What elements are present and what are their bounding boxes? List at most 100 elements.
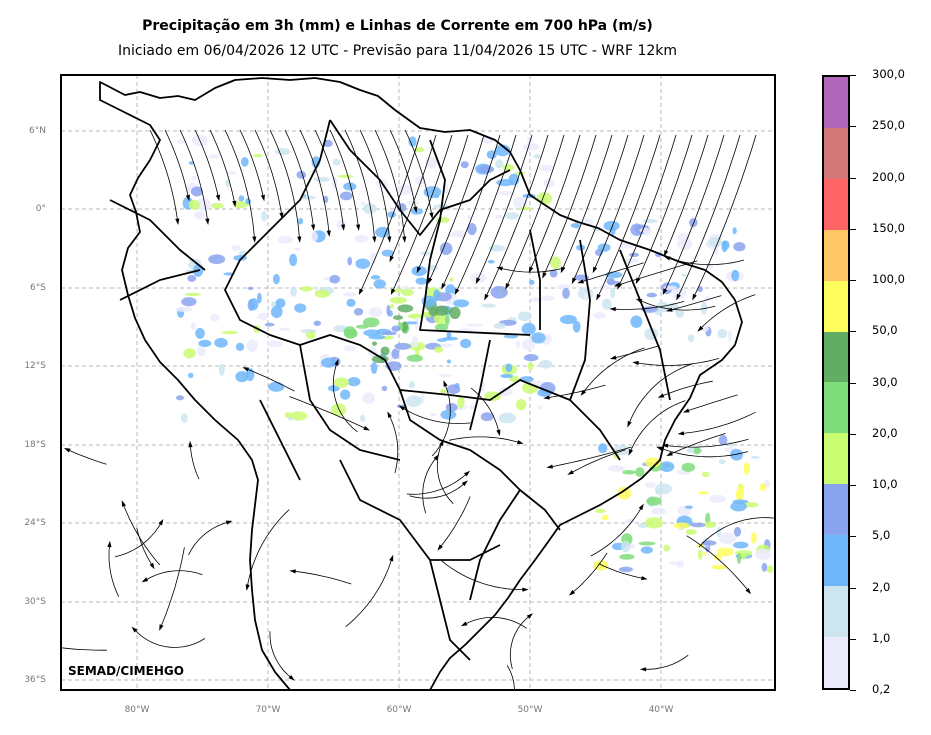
precip-cell xyxy=(196,346,206,357)
precip-cell xyxy=(329,274,341,284)
precip-cell xyxy=(298,217,304,225)
colorbar-segment xyxy=(824,127,848,179)
streamline-arrow xyxy=(567,470,574,475)
state-borders xyxy=(109,139,671,481)
streamline-arrow xyxy=(416,266,422,274)
precip-cell xyxy=(445,402,458,412)
colorbar-label: 1,0 xyxy=(872,630,891,645)
precip-cell xyxy=(305,331,316,339)
streamline-arrow xyxy=(463,470,471,477)
precip-cell xyxy=(533,154,542,159)
precip-cell xyxy=(230,245,242,251)
precip-cell xyxy=(684,505,693,509)
streamline xyxy=(289,396,367,430)
precip-cell xyxy=(440,388,447,394)
precip-cell xyxy=(188,161,195,165)
precip-cell xyxy=(268,381,285,392)
precip-cell xyxy=(495,214,504,219)
precip-cell xyxy=(607,465,626,472)
precip-cell xyxy=(505,212,519,220)
precip-cell xyxy=(701,471,710,478)
streamline xyxy=(441,560,526,590)
streamline xyxy=(686,394,738,412)
streamline xyxy=(509,615,531,669)
streamline-arrow xyxy=(662,288,668,296)
streamline xyxy=(439,496,471,549)
precip-cell xyxy=(559,314,577,325)
precip-cell xyxy=(180,413,188,423)
streamline xyxy=(422,456,438,514)
precip-cell xyxy=(642,219,658,224)
streamline-arrow xyxy=(460,621,468,627)
precip-cell xyxy=(354,234,369,243)
colorbar-segment xyxy=(824,76,848,128)
precip-cell xyxy=(434,323,449,332)
streamline-arrow xyxy=(609,307,616,312)
streamline-arrow xyxy=(682,408,690,413)
precip-cell xyxy=(183,348,196,359)
precip-cell xyxy=(550,256,561,269)
precip-cell xyxy=(689,218,698,227)
streamline-arrow xyxy=(387,236,392,243)
streamline-arrow xyxy=(580,389,587,397)
streamline-arrow xyxy=(454,288,460,296)
chart-title: Precipitação em 3h (mm) e Linhas de Corr… xyxy=(142,18,653,34)
streamline xyxy=(681,411,756,434)
precip-cell xyxy=(681,273,687,277)
precip-cell xyxy=(523,142,540,151)
precip-cell xyxy=(218,363,225,376)
precip-cell xyxy=(733,241,746,252)
streamline-arrow xyxy=(242,367,250,372)
precip-cell xyxy=(610,287,616,299)
precip-cell xyxy=(538,164,554,172)
streamline xyxy=(332,362,358,433)
colorbar-tick xyxy=(850,638,856,640)
colorbar-label: 100,0 xyxy=(872,272,905,286)
colorbar-label: 50,0 xyxy=(872,323,898,338)
precip-cell xyxy=(638,541,656,546)
precip-cell xyxy=(718,434,728,446)
precip-cell xyxy=(646,292,658,298)
streamline-arrow xyxy=(627,420,632,428)
streamline-arrow xyxy=(63,447,71,453)
precip-cell xyxy=(208,154,220,159)
precip-cell xyxy=(381,249,394,257)
lat-label: 30°S xyxy=(24,597,46,607)
precip-cell xyxy=(209,313,220,322)
precip-cell xyxy=(284,412,292,418)
streamline xyxy=(506,134,565,287)
coastline-and-borders xyxy=(99,77,743,690)
precip-cell xyxy=(343,292,357,297)
streamline xyxy=(136,527,154,567)
precip-cell xyxy=(465,323,483,327)
precip-cell xyxy=(415,277,428,285)
streamline xyxy=(61,647,107,651)
streamline-arrow xyxy=(363,425,370,431)
precip-cell xyxy=(313,176,330,182)
precip-cell xyxy=(394,342,411,350)
precip-cell xyxy=(300,286,313,292)
colorbar-label: 150,0 xyxy=(872,220,905,235)
precip-cell xyxy=(644,457,661,468)
precip-cell xyxy=(369,251,377,265)
streamline xyxy=(314,129,344,228)
precip-cell xyxy=(249,298,259,311)
streamline-arrow xyxy=(245,584,250,591)
precip-cell xyxy=(208,254,226,265)
precip-cell xyxy=(713,554,722,561)
streamline xyxy=(613,345,660,359)
streamline-arrow xyxy=(568,589,576,596)
precip-cell xyxy=(460,161,469,169)
streamline-arrow xyxy=(358,288,364,296)
precip-cell xyxy=(457,395,465,409)
precip-cell xyxy=(498,412,516,424)
precip-cell xyxy=(360,201,366,206)
precip-cell xyxy=(370,275,381,280)
precip-cell xyxy=(191,176,197,181)
precip-cell xyxy=(737,484,745,495)
lat-label: 36°S xyxy=(24,675,46,685)
precip-cell xyxy=(659,461,675,472)
precip-cell xyxy=(294,303,307,313)
precip-cell xyxy=(411,336,419,349)
precip-cell xyxy=(440,343,454,348)
